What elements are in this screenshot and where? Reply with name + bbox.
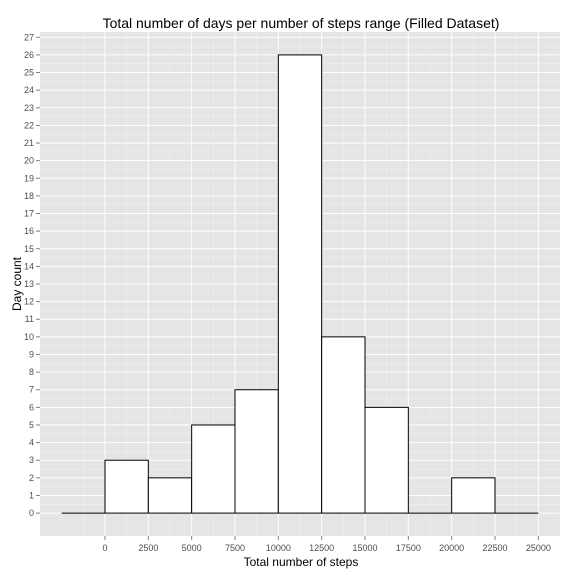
y-tick-label: 24 — [24, 85, 34, 95]
x-tick-label: 22500 — [482, 543, 507, 553]
y-tick-label: 12 — [24, 297, 34, 307]
y-tick-label: 7 — [29, 385, 34, 395]
histogram-bar — [104, 459, 149, 514]
chart-title: Total number of days per number of steps… — [103, 15, 500, 31]
y-tick-label: 16 — [24, 226, 34, 236]
x-axis-title: Total number of steps — [244, 555, 359, 569]
x-tick-label: 15000 — [352, 543, 377, 553]
y-tick-label: 18 — [24, 191, 34, 201]
y-tick-label: 25 — [24, 68, 34, 78]
y-tick-label: 6 — [29, 402, 34, 412]
x-tick-label: 17500 — [396, 543, 421, 553]
y-tick-label: 13 — [24, 279, 34, 289]
y-tick-label: 20 — [24, 156, 34, 166]
y-tick-label: 27 — [24, 32, 34, 42]
x-tick-label: 25000 — [526, 543, 551, 553]
y-tick-label: 19 — [24, 173, 34, 183]
x-tick-label: 2500 — [138, 543, 158, 553]
y-axis-title: Day count — [10, 256, 24, 311]
histogram-bars — [61, 54, 539, 514]
y-tick-label: 2 — [29, 473, 34, 483]
y-tick-label: 11 — [25, 314, 34, 324]
histogram-bar — [321, 336, 366, 514]
y-tick-label: 3 — [29, 455, 34, 465]
histogram-bar — [191, 424, 236, 514]
y-tick-label: 4 — [29, 438, 34, 448]
y-tick-label: 0 — [29, 508, 34, 518]
y-tick-label: 5 — [29, 420, 34, 430]
y-tick-label: 23 — [24, 103, 34, 113]
histogram-bar — [451, 477, 496, 514]
x-tick-label: 0 — [102, 543, 107, 553]
histogram-bar — [147, 477, 193, 514]
x-tick-label: 7500 — [225, 543, 245, 553]
y-tick-label: 26 — [24, 50, 34, 60]
y-tick-label: 21 — [24, 138, 34, 148]
x-tick-label: 12500 — [309, 543, 334, 553]
histogram-bar — [277, 54, 323, 514]
histogram-bar — [364, 406, 409, 514]
y-tick-label: 15 — [24, 244, 34, 254]
y-tick-label: 17 — [24, 209, 34, 219]
y-axis-ticks: 0123456789101112131415161718192021222324… — [24, 32, 40, 518]
x-axis-ticks: 0 2500 5000 7500 10000 12500 15000 17500 20000 22… — [102, 536, 551, 553]
x-tick-label: 10000 — [266, 543, 291, 553]
y-tick-label: 1 — [29, 490, 34, 500]
histogram-bar — [234, 389, 279, 514]
y-tick-label: 8 — [29, 367, 34, 377]
y-tick-label: 9 — [29, 349, 34, 359]
y-tick-label: 22 — [24, 120, 34, 130]
y-tick-label: 14 — [24, 261, 34, 271]
y-tick-label: 10 — [24, 332, 34, 342]
x-tick-label: 20000 — [439, 543, 464, 553]
x-tick-label: 5000 — [182, 543, 202, 553]
